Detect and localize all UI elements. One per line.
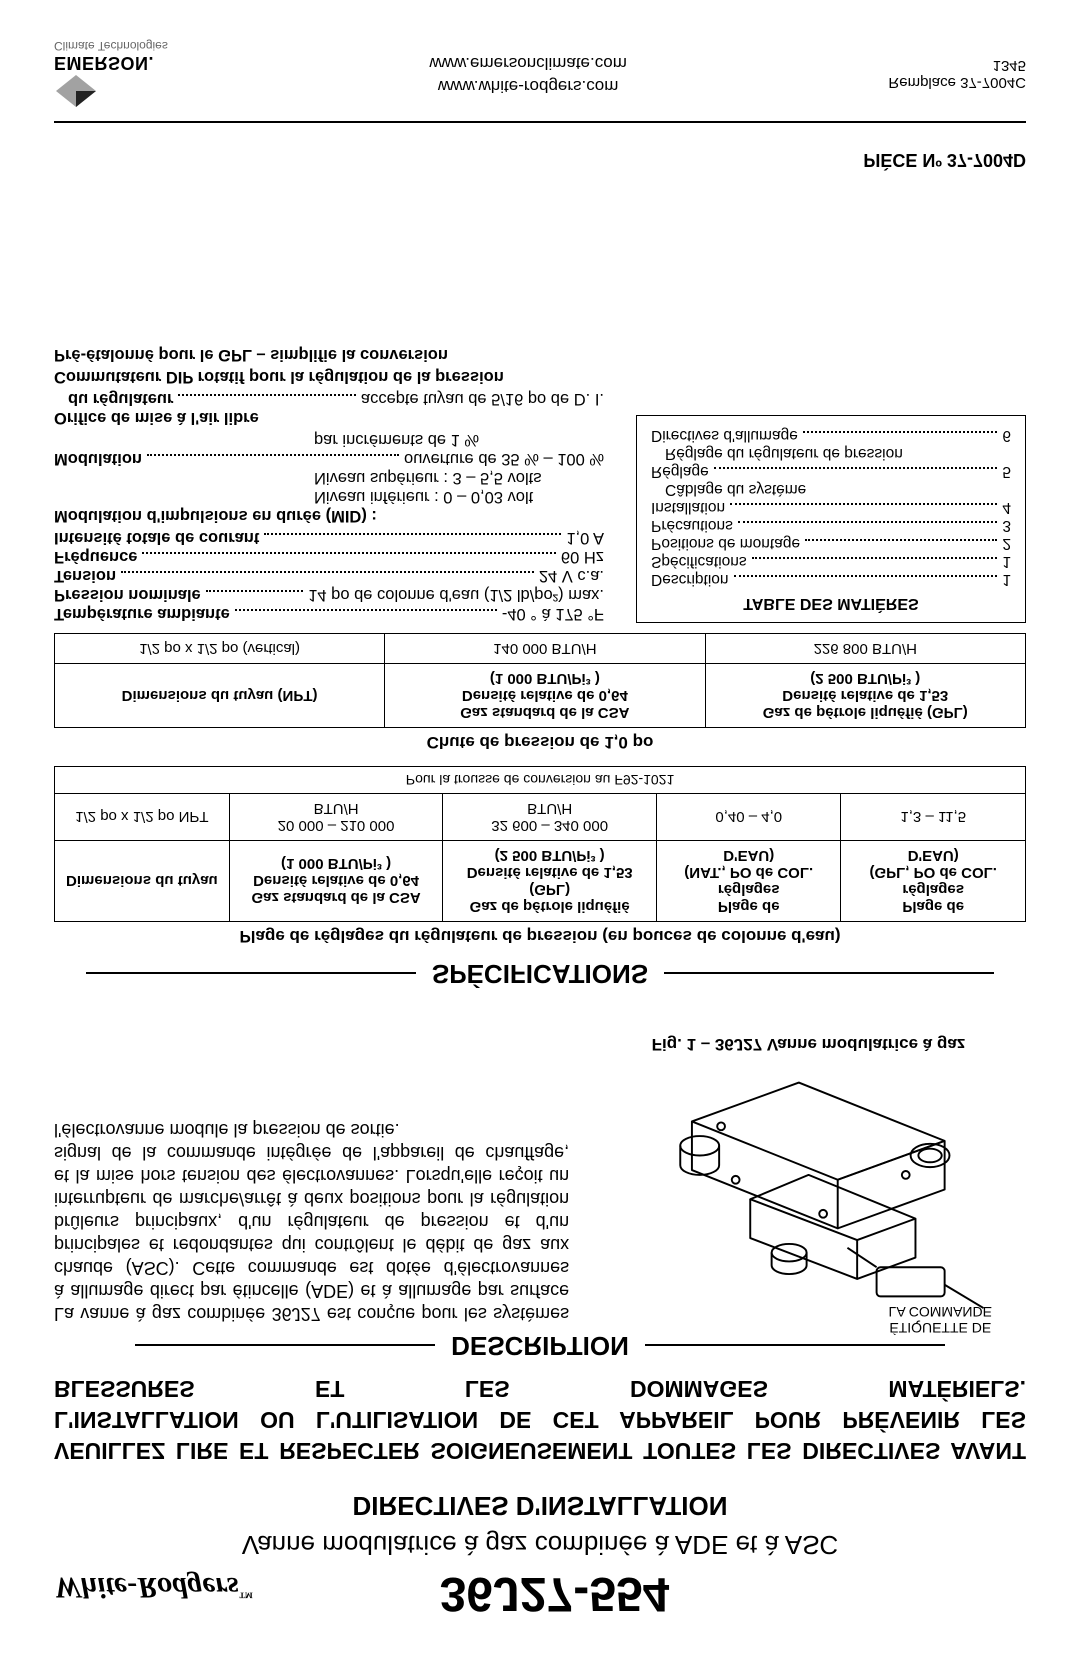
toc-line: Spécifications1 bbox=[651, 552, 1011, 570]
figure-callout: ÉTIQUETTE DE LA COMMANDE bbox=[889, 1304, 992, 1335]
brand-tm: ™ bbox=[239, 1585, 253, 1600]
toc-line: Positions de montage2 bbox=[651, 534, 1011, 552]
table1: Dimensions du tuyau Gaz standard de la C… bbox=[54, 766, 1026, 922]
specs-and-toc: Température ambiante-40 ° à 175 °F Press… bbox=[54, 345, 1026, 623]
t2-c2: 226 800 BTU/H bbox=[705, 633, 1025, 663]
footer-link2: www.emersonclimate.com bbox=[168, 52, 889, 75]
emerson-icon bbox=[54, 73, 98, 109]
brand-logo: White-Rodgers™ bbox=[54, 1570, 253, 1604]
t2-c0: 1/2 po x 1/2 po (vertical) bbox=[55, 633, 385, 663]
toc-box: TABLE DES MATIÈRES Description1Spécifica… bbox=[636, 415, 1026, 623]
brand-text: White-Rodgers bbox=[54, 1571, 239, 1604]
description-body: La vanne à gaz combinée 36J27 est conçue… bbox=[54, 1118, 569, 1325]
footer-right: Remplace 37-7004C 1345 bbox=[888, 58, 1026, 92]
footer-rule bbox=[54, 121, 1026, 123]
t1-c4: 1,3 – 11,5 bbox=[841, 793, 1026, 840]
toc-line: Directives d'allumage6 bbox=[651, 426, 1011, 444]
t1-c1: 20 000 – 210 000BTU/H bbox=[229, 793, 443, 840]
emerson-logo: EMERSON. Climate Technologies bbox=[54, 40, 168, 109]
t1-footer: Pour la trousse de conversion au F92-102… bbox=[55, 766, 1026, 793]
warning-text: VEUILLEZ LIRE ET RESPECTER SOIGNEUSEMENT… bbox=[54, 1373, 1026, 1466]
figure-caption: Fig. 1 – 36J27 Vanne modulatrice à gaz bbox=[585, 1034, 1032, 1054]
part-number: 36J27-554 bbox=[253, 1566, 856, 1621]
subtitle: Vanne modulatrice à gaz combinée à ADE e… bbox=[54, 1529, 1026, 1560]
spec-press: Pression nominale14 po de colonne d'eau … bbox=[54, 585, 604, 604]
table1-title: Plage de réglages du régulateur de press… bbox=[54, 926, 1026, 946]
dip-line: Commutateur DIP rotatif pour la régulati… bbox=[54, 367, 604, 386]
t1-h0: Dimensions du tuyau bbox=[55, 840, 230, 921]
spec-current: Intensité totale de courant1,0 A bbox=[54, 528, 604, 547]
figure-1: ÉTIQUETTE DE LA COMMANDE bbox=[585, 1034, 1032, 1345]
emerson-word: EMERSON. bbox=[54, 52, 154, 73]
footer-link1: www.white-rodgers.com bbox=[168, 75, 889, 98]
t1-h3: Plage deréglages(NAT., PO de COL. D'EAU) bbox=[656, 840, 840, 921]
table2-title: Chute de pression de 1,0 po bbox=[54, 732, 1026, 752]
mid-sub2: Niveau supérieur : 3 – 5,5 volts bbox=[54, 468, 604, 487]
spec-orifice: du régulateuraccepte tuyau de 5/16 po de… bbox=[54, 389, 604, 408]
t1-c3: 0,40 – 4,0 bbox=[656, 793, 840, 840]
pre-line: Pré-étalonné pour le GPL – simplifie la … bbox=[54, 345, 604, 364]
footer: EMERSON. Climate Technologies www.white-… bbox=[54, 40, 1026, 109]
t1-c2: 32 600 – 340 000BTU/H bbox=[443, 793, 657, 840]
spec-volts: Tension24 V c.a. bbox=[54, 566, 604, 585]
toc-line: Réglage du régulateur de pression bbox=[651, 444, 1011, 462]
toc-line: Câblage du système bbox=[651, 480, 1011, 498]
table-row: 1/2 po x 1/2 po (vertical) 140 000 BTU/H… bbox=[55, 633, 1026, 663]
table-row: Dimensions du tuyau Gaz standard de la C… bbox=[55, 840, 1026, 921]
toc-title: TABLE DES MATIÈRES bbox=[651, 594, 1011, 612]
orifice-heading: Orifice de mise à l'air libre bbox=[54, 408, 604, 427]
toc-line: Installation4 bbox=[651, 498, 1011, 516]
toc-line: Réglage5 bbox=[651, 462, 1011, 480]
t1-c0: 1/2 po x 1/2 po NPT bbox=[55, 793, 230, 840]
footer-page: 1345 bbox=[888, 58, 1026, 75]
t2-h0: Dimensions du tuyau (NPT) bbox=[55, 663, 385, 727]
spec-temp: Température ambiante-40 ° à 175 °F bbox=[54, 604, 604, 623]
spec-modulation: Modulationouverture de 35 % – 100 % bbox=[54, 449, 604, 468]
spec-list: Température ambiante-40 ° à 175 °F Press… bbox=[54, 345, 604, 623]
t2-c1: 140 000 BTU/H bbox=[385, 633, 705, 663]
table-row: Dimensions du tuyau (NPT) Gaz standard d… bbox=[55, 663, 1026, 727]
valve-illustration bbox=[585, 1063, 1032, 1345]
table-row: 1/2 po x 1/2 po NPT 20 000 – 210 000BTU/… bbox=[55, 793, 1026, 840]
spec-freq: Fréquence60 Hz bbox=[54, 547, 604, 566]
header: White-Rodgers™ 36J27-554 bbox=[54, 1566, 1026, 1621]
modulation-sub: par incréments de 1 % bbox=[54, 430, 604, 449]
toc-line: Précautions3 bbox=[651, 516, 1011, 534]
figure-callout-line2: LA COMMANDE bbox=[889, 1304, 992, 1320]
footer-links: www.white-rodgers.com www.emersonclimate… bbox=[168, 52, 889, 98]
mid-heading: Modulation d'impulsions en durée (MID) : bbox=[54, 506, 604, 525]
figure-callout-line1: ÉTIQUETTE DE bbox=[889, 1320, 991, 1336]
table-row: Pour la trousse de conversion au F92-102… bbox=[55, 766, 1026, 793]
install-heading: DIRECTIVES D'INSTALLATION bbox=[54, 1490, 1026, 1521]
mid-sub1: Niveau inférieur : 0 – 0,03 volt bbox=[54, 487, 604, 506]
emerson-sub: Climate Technologies bbox=[54, 40, 168, 52]
description-section: DESCRIPTION La vanne à gaz combinée 36J2… bbox=[54, 995, 1026, 1373]
table2: Dimensions du tuyau (NPT) Gaz standard d… bbox=[54, 633, 1026, 728]
specs-heading: SPÉCIFICATIONS bbox=[432, 958, 648, 989]
toc-line: Description1 bbox=[651, 570, 1011, 588]
t2-h1: Gaz standard de la CSADensité relative d… bbox=[385, 663, 705, 727]
t1-h2: Gaz de pétrole liquéfié (GPL)Densité rel… bbox=[443, 840, 657, 921]
piece-number: PIÈCE Nº 37-7004D bbox=[54, 149, 1026, 170]
t2-h2: Gaz de pétrole liquéfié (GPL)Densité rel… bbox=[705, 663, 1025, 727]
footer-replaces: Remplace 37-7004C bbox=[888, 75, 1026, 92]
t1-h4: Plage deréglages(GPL, PO de COL. D'EAU) bbox=[841, 840, 1026, 921]
t1-h1: Gaz standard de la CSADensité relative d… bbox=[229, 840, 443, 921]
